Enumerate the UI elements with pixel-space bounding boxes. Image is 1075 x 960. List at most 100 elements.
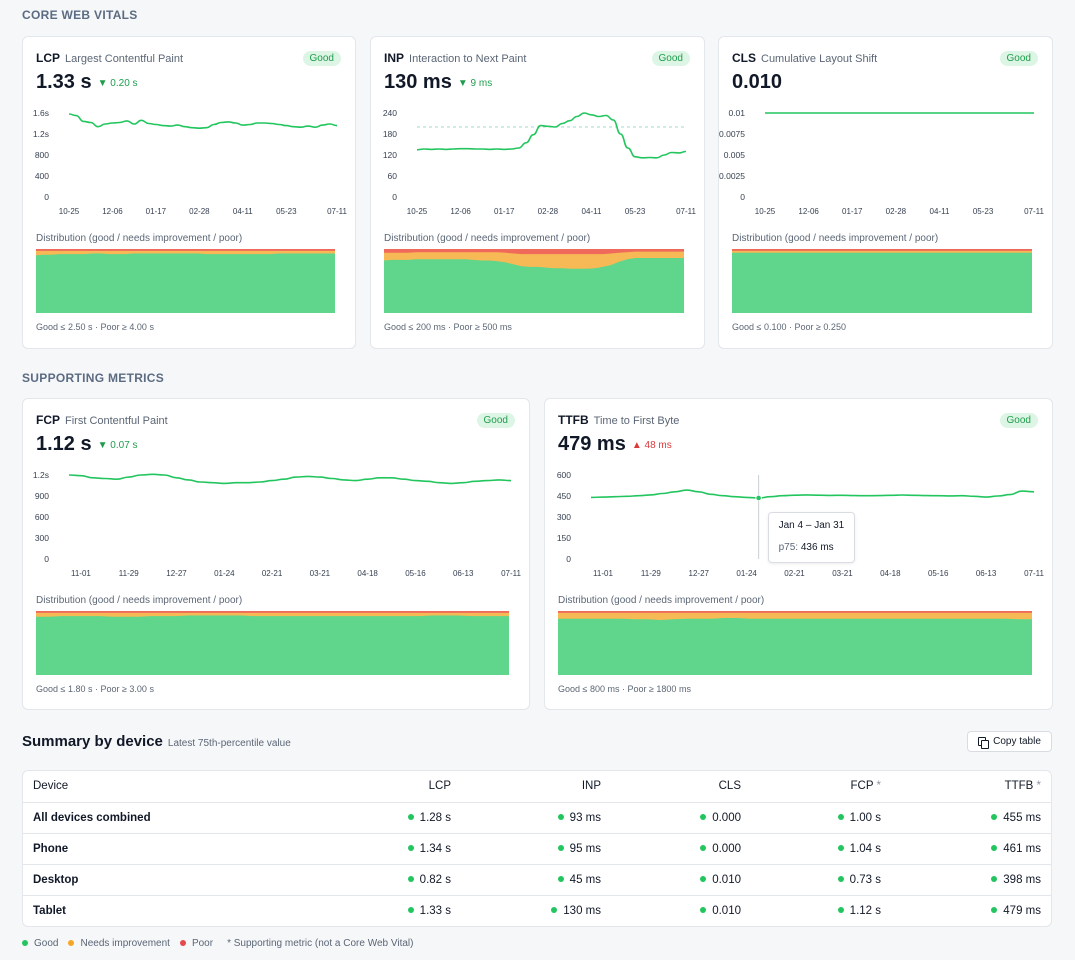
distribution-chart-lcp (36, 249, 335, 313)
distribution-label: Distribution (good / needs improvement /… (384, 233, 591, 244)
status-dot-icon (407, 813, 414, 820)
thresholds-text: Good ≤ 800 ms · Poor ≥ 1800 ms (558, 684, 691, 694)
distribution-chart-inp (384, 249, 684, 313)
card-header: INP Interaction to Next Paint (384, 51, 526, 65)
metric-value-text: 1.12 s (36, 433, 92, 455)
series-line-ttfb (590, 489, 1035, 499)
status-dot-icon (407, 875, 414, 882)
metric-abbr: LCP (36, 51, 60, 65)
series-line-lcp (68, 113, 338, 130)
metric-cell-value: 1.34 s (419, 842, 451, 855)
metric-card-inp: INP Interaction to Next Paint Good 130 ms ▼ … (370, 36, 705, 349)
chart-tooltip: Jan 4 – Jan 31 p75: 436 ms (767, 511, 856, 563)
metric-cell: 479 ms (891, 895, 1051, 926)
section-title-supporting-metrics: SUPPORTING METRICS (22, 371, 165, 385)
table-row: All devices combined 1.28 s 93 ms 0.000 1.00… (23, 802, 1051, 834)
needs-improvement-dot-icon (68, 939, 75, 946)
x-tick-label: 01-17 (494, 207, 515, 216)
distribution-label: Distribution (good / needs improvement /… (732, 233, 939, 244)
y-tick-label: 0 (566, 554, 571, 564)
metric-name: Time to First Byte (593, 415, 680, 427)
status-dot-icon (700, 844, 707, 851)
metric-cell-value: 0.010 (712, 904, 741, 917)
y-tick-label: 0.01 (728, 108, 745, 118)
metric-cell: 0.010 (611, 895, 751, 926)
metric-cell: 0.82 s (331, 864, 461, 896)
x-tick-label: 10-25 (407, 207, 428, 216)
x-tick-label: 12-27 (689, 569, 710, 578)
distribution-chart-fcp (36, 611, 509, 675)
metric-cell: 0.73 s (751, 864, 891, 896)
legend-item-poor: Poor (179, 938, 213, 949)
x-tick-label: 04-11 (233, 207, 253, 216)
metric-cell-value: 479 ms (1003, 904, 1041, 917)
status-dot-icon (991, 844, 998, 851)
metric-abbr: CLS (732, 51, 756, 65)
metric-cell: 1.28 s (331, 802, 461, 834)
y-tick-label: 240 (383, 108, 397, 118)
tooltip-label: p75: (778, 541, 799, 553)
y-tick-label: 0 (44, 192, 49, 202)
metric-cell-value: 1.12 s (849, 904, 881, 917)
status-dot-icon (837, 813, 844, 820)
delta-fcp: ▼ 0.07 s (98, 440, 138, 451)
y-tick-label: 300 (35, 533, 49, 543)
metric-cell: 461 ms (891, 833, 1051, 865)
copy-table-button[interactable]: Copy table (967, 731, 1052, 752)
status-dot-icon (407, 844, 414, 851)
metric-cell: 1.04 s (751, 833, 891, 865)
y-tick-label: 400 (35, 171, 49, 181)
metric-cell-value: 1.28 s (419, 811, 451, 824)
card-header: TTFB Time to First Byte (558, 413, 679, 427)
thresholds-text: Good ≤ 0.100 · Poor ≥ 0.250 (732, 322, 846, 332)
summary-heading: Summary by device (22, 733, 163, 750)
x-tick-label: 01-17 (842, 207, 863, 216)
thresholds-text: Good ≤ 2.50 s · Poor ≥ 4.00 s (36, 322, 154, 332)
x-tick-label: 02-21 (262, 569, 283, 578)
metric-value: 1.12 s ▼ 0.07 s (36, 433, 138, 456)
table-row: Phone 1.34 s 95 ms 0.000 1.04 s 461 ms (23, 833, 1051, 865)
metric-name: First Contentful Paint (65, 415, 168, 427)
metric-value-text: 130 ms (384, 71, 452, 93)
status-dot-icon (991, 875, 998, 882)
metric-cell: 455 ms (891, 802, 1051, 834)
distribution-good-area (732, 252, 1032, 313)
status-dot-icon (557, 875, 564, 882)
thresholds-text: Good ≤ 200 ms · Poor ≥ 500 ms (384, 322, 512, 332)
legend: Good Needs improvement Poor * Supporting… (22, 938, 413, 949)
metric-value: 130 ms ▼ 9 ms (384, 71, 492, 94)
delta-arrow-icon: ▼ (97, 78, 108, 89)
metric-cell: 0.010 (611, 864, 751, 896)
x-tick-label: 11-29 (641, 569, 661, 578)
x-tick-label: 03-21 (832, 569, 853, 578)
metric-cell: 45 ms (461, 864, 611, 896)
line-chart-inp: 0 60 120 180 240 10-25 12-06 01-17 02-28 04-11 05-… (383, 108, 697, 216)
x-tick-label: 02-28 (189, 207, 210, 216)
supporting-star: * (876, 780, 881, 793)
line-chart-ttfb: 0 150 300 450 600 11-01 11-29 12-27 01-24 02-21 03… (557, 470, 1045, 578)
y-tick-label: 0 (740, 192, 745, 202)
metric-cell-value: 0.73 s (849, 873, 881, 886)
x-tick-label: 06-13 (453, 569, 474, 578)
x-tick-label: 12-06 (450, 207, 471, 216)
distribution-good-area (384, 258, 684, 313)
column-header-label: INP (581, 780, 601, 793)
metric-name: Interaction to Next Paint (409, 53, 527, 65)
metric-cell: 398 ms (891, 864, 1051, 896)
column-header-label: FCP (850, 780, 874, 793)
metric-cell-value: 1.00 s (849, 811, 881, 824)
y-tick-label: 180 (383, 129, 397, 139)
x-tick-label: 07-11 (327, 207, 347, 216)
y-tick-label: 60 (388, 171, 398, 181)
card-header: CLS Cumulative Layout Shift (732, 51, 877, 65)
column-header-ttfb: TTFB * (891, 771, 1051, 803)
metric-cell: 1.33 s (331, 895, 461, 926)
metric-name: Cumulative Layout Shift (761, 53, 878, 65)
thresholds-text: Good ≤ 1.80 s · Poor ≥ 3.00 s (36, 684, 154, 694)
legend-note: * Supporting metric (not a Core Web Vita… (227, 938, 414, 949)
device-cell: Desktop (23, 864, 331, 896)
metric-cell-value: 1.33 s (419, 904, 451, 917)
x-tick-label: 02-28 (538, 207, 559, 216)
column-header-label: TTFB (1004, 780, 1034, 793)
distribution-label: Distribution (good / needs improvement /… (36, 595, 243, 606)
